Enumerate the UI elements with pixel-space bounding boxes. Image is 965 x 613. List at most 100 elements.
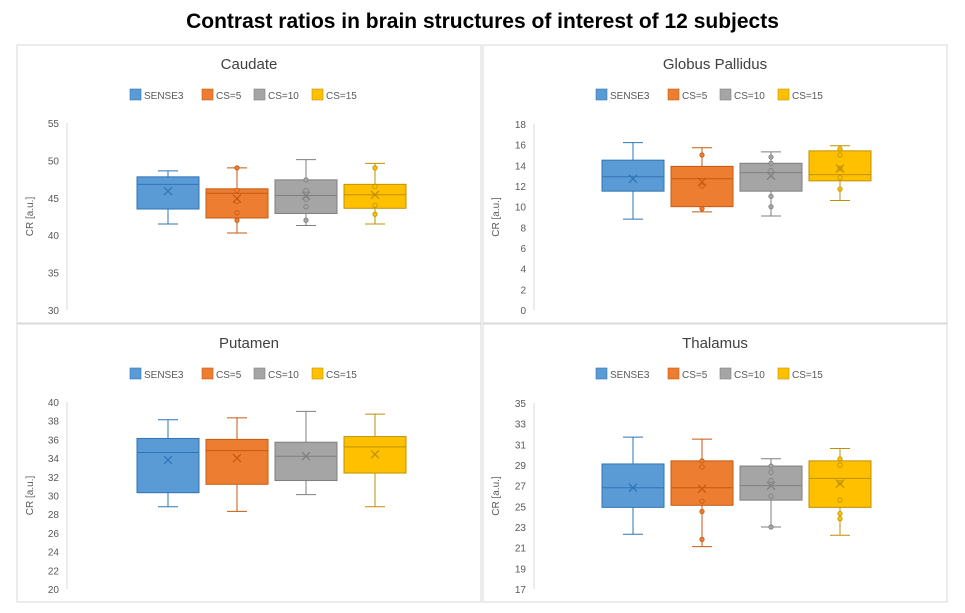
legend-swatch — [311, 367, 324, 380]
data-point — [234, 187, 240, 193]
y-tick-label: 45 — [48, 194, 60, 205]
y-tick-label: 8 — [520, 223, 526, 234]
data-point — [699, 458, 705, 464]
legend-swatch — [201, 367, 214, 380]
y-tick-label: 17 — [515, 585, 527, 596]
y-tick-label: 0 — [520, 306, 526, 317]
data-point — [837, 497, 843, 503]
legend-label: CS=5 — [216, 370, 242, 381]
chart-panel-caudate: Caudate SENSE3 CS=5 CS=10 CS=15 30 35 40 45 50 55 C… — [16, 44, 482, 324]
box-cs-15 — [343, 162, 407, 225]
mean-marker — [766, 481, 776, 491]
chart-title: Caudate — [221, 56, 278, 73]
chart-title: Thalamus — [682, 335, 748, 352]
y-tick-label: 24 — [48, 548, 60, 559]
data-point — [768, 160, 774, 166]
mean-marker — [697, 484, 707, 494]
box-cs-15 — [343, 413, 407, 508]
data-point — [768, 524, 774, 530]
box-body — [274, 441, 338, 482]
data-point — [768, 477, 774, 484]
legend-label: SENSE3 — [610, 91, 650, 102]
data-point — [372, 165, 378, 171]
mean-marker — [232, 194, 242, 203]
chart-title: Putamen — [219, 335, 279, 352]
data-point — [768, 204, 774, 210]
data-point — [699, 464, 705, 470]
legend-swatch — [719, 367, 732, 380]
data-point — [303, 204, 309, 210]
y-tick-label: 21 — [515, 544, 527, 555]
legend-swatch — [129, 367, 142, 380]
data-point — [768, 469, 774, 475]
mean-marker — [370, 449, 380, 459]
data-point — [768, 493, 774, 499]
legend-label: SENSE3 — [144, 91, 184, 102]
legend-label: CS=10 — [268, 91, 299, 102]
data-point — [837, 462, 843, 468]
y-tick-label: 2 — [520, 285, 526, 296]
y-tick-label: 29 — [515, 461, 527, 472]
mean-marker — [301, 191, 311, 200]
y-tick-label: 32 — [48, 473, 60, 484]
data-point — [303, 196, 309, 202]
legend-label: SENSE3 — [610, 370, 650, 381]
y-tick-label: 34 — [48, 454, 60, 465]
legend-label: CS=10 — [734, 91, 765, 102]
data-point — [699, 536, 705, 543]
box-cs-5 — [670, 147, 734, 213]
chart-panel-putamen: Putamen SENSE3 CS=5 CS=10 CS=15 20 22 24 26 28 30 3… — [16, 323, 482, 603]
box-cs-15 — [808, 447, 872, 536]
box-body — [601, 463, 665, 508]
y-tick-label: 27 — [515, 482, 527, 493]
legend-label: CS=5 — [682, 370, 708, 381]
data-point — [303, 217, 309, 223]
mean-marker — [766, 171, 776, 181]
mean-marker — [835, 479, 845, 489]
page-title: Contrast ratios in brain structures of i… — [186, 10, 779, 33]
y-tick-label: 14 — [515, 161, 527, 172]
legend-swatch — [667, 367, 680, 380]
y-tick-label: 19 — [515, 564, 527, 575]
data-point — [837, 516, 843, 522]
y-tick-label: 36 — [48, 435, 60, 446]
legend-label: CS=15 — [792, 91, 823, 102]
y-axis-label: CR [a.u.] — [25, 476, 36, 516]
data-point — [837, 479, 843, 486]
y-tick-label: 4 — [520, 265, 526, 276]
box-cs-5 — [670, 438, 734, 548]
data-point — [303, 177, 309, 183]
data-point — [372, 211, 378, 217]
y-tick-label: 22 — [48, 566, 60, 577]
legend-swatch — [595, 367, 608, 380]
chart-panel-globus-pallidus: Globus Pallidus SENSE3 CS=5 CS=10 CS=15 0 2 4 6 8… — [482, 44, 948, 324]
y-tick-label: 50 — [48, 156, 60, 167]
y-tick-label: 28 — [48, 510, 60, 521]
mean-marker — [628, 483, 638, 493]
box-cs-10 — [739, 458, 803, 530]
legend-label: CS=10 — [734, 370, 765, 381]
data-point — [837, 456, 843, 462]
y-tick-label: 35 — [515, 399, 527, 410]
legend-swatch — [253, 88, 266, 101]
mean-marker — [301, 451, 311, 461]
panel-border — [16, 44, 482, 324]
data-point — [837, 152, 843, 158]
chart-title: Globus Pallidus — [663, 56, 767, 73]
legend-label: SENSE3 — [144, 370, 184, 381]
data-point — [372, 202, 378, 208]
data-point — [234, 165, 240, 171]
y-tick-label: 20 — [48, 585, 60, 596]
y-tick-label: 30 — [48, 306, 60, 317]
mean-marker — [232, 453, 242, 463]
data-point — [699, 498, 705, 504]
data-point — [372, 183, 378, 190]
data-point — [699, 183, 705, 189]
y-axis-label: CR [a.u.] — [491, 197, 502, 237]
y-tick-label: 23 — [515, 523, 527, 534]
legend-swatch — [311, 88, 324, 101]
box-cs-10 — [274, 159, 338, 226]
mean-marker — [835, 164, 845, 173]
y-tick-label: 30 — [48, 492, 60, 503]
